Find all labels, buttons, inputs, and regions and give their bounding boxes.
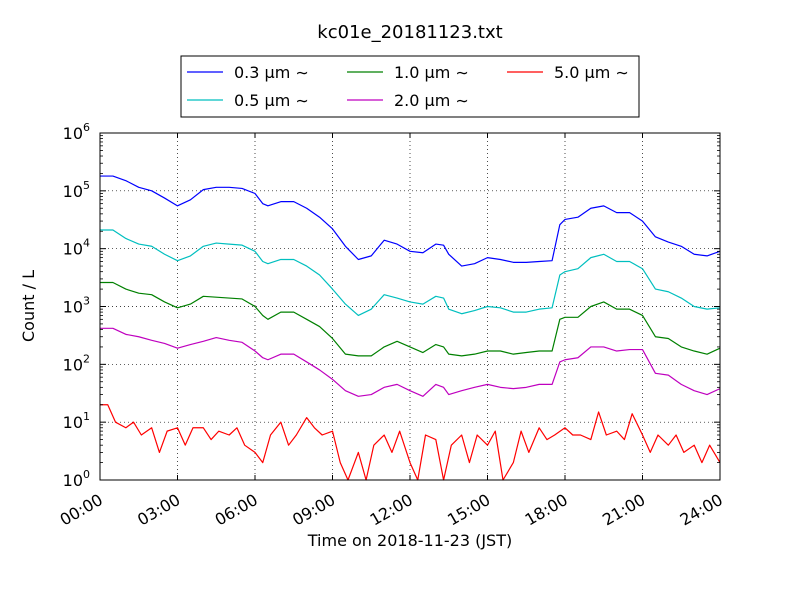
y-tick-label: 100 [63,468,90,490]
series-line-5 [100,404,721,481]
y-axis-label: Count / L [19,270,38,342]
y-tick-label: 103 [63,295,90,317]
y-tick-label: 105 [63,179,90,201]
gridlines [100,133,720,480]
legend-label: 5.0 μm ∼ [554,63,629,82]
chart-title: kc01e_20181123.txt [317,22,502,43]
series-lines [100,175,721,481]
legend-box [180,55,640,118]
legend: 0.3 μm ∼ 0.5 μm ∼ 1.0 μm ∼ 2.0 μm ∼ 5.0 μm ∼ [180,55,640,118]
y-tick-label: 104 [63,237,90,259]
legend-label: 2.0 μm ∼ [394,91,469,110]
x-axis-label: Time on 2018-11-23 (JST) [307,531,512,550]
series-line-4 [100,327,721,397]
y-tick-label: 102 [63,352,90,374]
y-tick-label: 101 [63,410,90,432]
series-line-3 [100,281,721,357]
legend-label: 0.3 μm ∼ [234,63,309,82]
legend-label: 1.0 μm ∼ [394,63,469,82]
legend-label: 0.5 μm ∼ [234,91,309,110]
y-tick-label: 106 [63,121,90,143]
series-line-2 [100,229,721,317]
series-line-1 [100,175,721,267]
